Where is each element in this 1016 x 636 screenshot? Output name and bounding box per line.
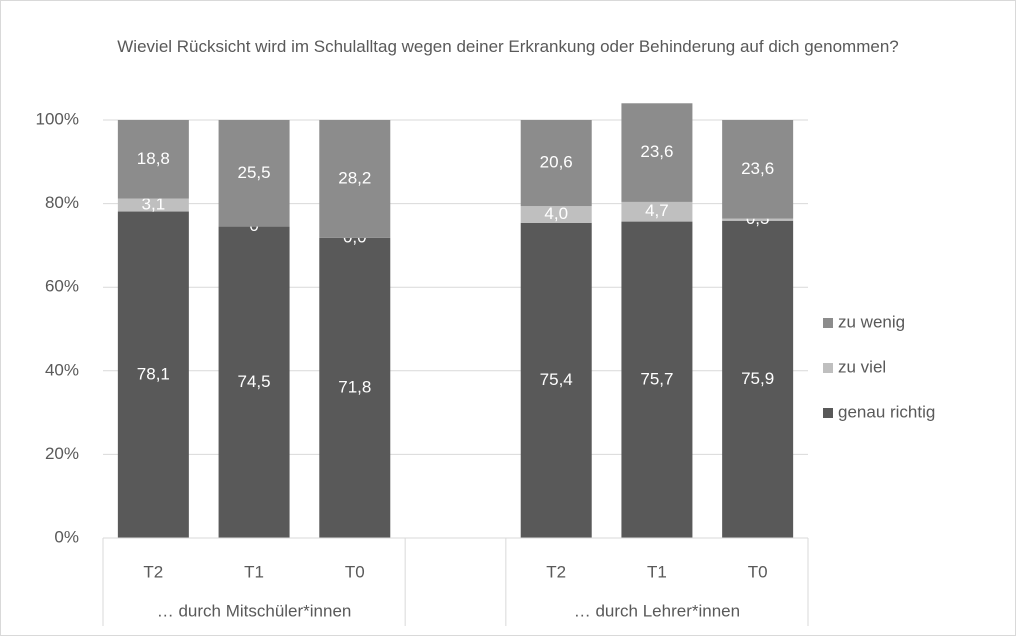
bar-segment xyxy=(621,103,693,202)
data-label: 23,6 xyxy=(640,142,673,161)
data-label: 75,9 xyxy=(741,369,774,388)
x-tick-label: T1 xyxy=(647,562,667,581)
x-tick-label: T2 xyxy=(546,562,566,581)
data-label: 71,8 xyxy=(338,377,371,396)
bar-segment xyxy=(218,226,290,538)
legend-swatch xyxy=(823,363,833,373)
x-tick-label: T0 xyxy=(748,562,768,581)
chart-title: Wieviel Rücksicht wird im Schulalltag we… xyxy=(117,37,899,56)
x-tick-label: T0 xyxy=(345,562,365,581)
bar-segment xyxy=(722,220,794,538)
y-tick-label: 0% xyxy=(54,527,79,546)
data-label: 3,1 xyxy=(142,195,166,214)
y-tick-label: 20% xyxy=(45,444,79,463)
y-tick-label: 80% xyxy=(45,193,79,212)
x-tick-label: T1 xyxy=(244,562,264,581)
bar-segment xyxy=(621,201,693,222)
y-tick-label: 40% xyxy=(45,360,79,379)
data-label: 4,7 xyxy=(645,201,669,220)
legend-label: genau richtig xyxy=(838,402,935,421)
bar-segment xyxy=(520,222,592,538)
bar-segment xyxy=(520,120,592,207)
bar-segment xyxy=(722,218,794,221)
bar-segment xyxy=(117,120,189,199)
bar-segment xyxy=(621,221,693,538)
data-label: 20,6 xyxy=(540,153,573,172)
y-tick-label: 60% xyxy=(45,277,79,296)
bar-segment xyxy=(319,120,391,238)
y-tick-label: 100% xyxy=(36,109,79,128)
data-label: 75,7 xyxy=(640,369,673,388)
data-label: 23,6 xyxy=(741,159,774,178)
data-label: 25,5 xyxy=(238,163,271,182)
data-label: 28,2 xyxy=(338,168,371,187)
data-label: 4,0 xyxy=(544,204,568,223)
legend-swatch xyxy=(823,318,833,328)
legend-swatch xyxy=(823,408,833,418)
bar-segment xyxy=(319,237,391,538)
bar-segment xyxy=(218,120,290,227)
data-label: 75,4 xyxy=(540,370,573,389)
bar-segment xyxy=(722,120,794,219)
group-label: … durch Lehrer*innen xyxy=(574,601,740,620)
x-tick-label: T2 xyxy=(143,562,163,581)
data-label: 78,1 xyxy=(137,364,170,383)
legend-label: zu viel xyxy=(838,357,886,376)
bar-segment xyxy=(117,198,189,212)
group-label: … durch Mitschüler*innen xyxy=(157,601,352,620)
bar-segment xyxy=(117,211,189,539)
bar-segment xyxy=(520,206,592,223)
legend-label: zu wenig xyxy=(838,312,905,331)
data-label: 18,8 xyxy=(137,149,170,168)
data-label: 74,5 xyxy=(238,372,271,391)
